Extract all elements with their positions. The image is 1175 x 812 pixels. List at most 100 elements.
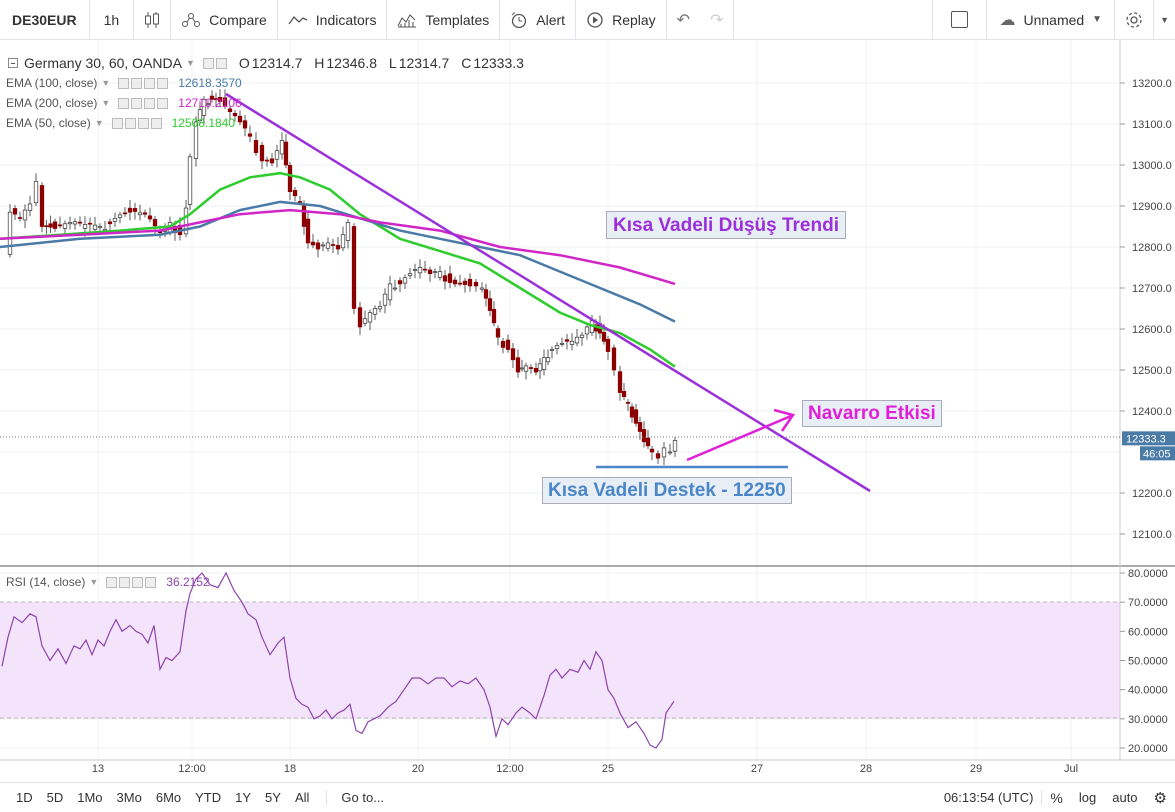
symbol-button[interactable]: DE30EUR [0, 0, 90, 40]
candle-body [407, 273, 413, 277]
candle-body [292, 190, 298, 197]
candle-body [625, 402, 631, 404]
templates-button[interactable]: Templates [387, 0, 501, 40]
candle-body [27, 203, 33, 211]
candle-body [310, 241, 316, 246]
range-5y[interactable]: 5Y [265, 790, 281, 805]
range-3mo[interactable]: 3Mo [116, 790, 142, 805]
fullscreen-button[interactable] [932, 0, 986, 40]
dropdown-icon[interactable]: ▼ [185, 58, 195, 68]
close-value: 12333.3 [473, 55, 524, 71]
chevron-down-icon[interactable]: ▼ [101, 78, 111, 88]
candle-body [387, 283, 393, 301]
navarro-annotation[interactable]: Navarro Etkisi [802, 400, 942, 427]
ema200-controls[interactable] [118, 97, 169, 109]
candle-body [637, 422, 643, 432]
candle-body [372, 308, 378, 315]
redo-button[interactable]: ↷ [700, 0, 735, 40]
ema50-label: EMA (50, close) [6, 116, 91, 130]
range-1mo[interactable]: 1Mo [77, 790, 103, 805]
candle-body [67, 222, 73, 225]
downtrend-annotation[interactable]: Kısa Vadeli Düşüş Trendi [606, 211, 846, 239]
candle-body [462, 280, 468, 285]
candle-body [22, 209, 28, 221]
chevron-down-icon[interactable]: ▼ [101, 98, 111, 108]
candle-body [213, 98, 219, 100]
compare-button[interactable]: Compare [171, 0, 278, 40]
interval-button[interactable]: 1h [90, 0, 135, 40]
ema50-line [0, 171, 676, 368]
range-6mo[interactable]: 6Mo [155, 790, 182, 805]
collapse-icon[interactable] [8, 58, 18, 68]
chevron-down-icon[interactable]: ▼ [89, 577, 99, 587]
ema200-label: EMA (200, close) [6, 96, 98, 110]
candle-body [633, 409, 639, 424]
settings-button[interactable] [1114, 0, 1153, 40]
chart-canvas[interactable]: 13200.0 13100.0 13000.0 12900.0 12800.0 12700… [0, 40, 1175, 782]
candle-body [412, 269, 418, 271]
candle-body [437, 271, 443, 278]
alarm-clock-icon [511, 11, 527, 28]
price-tick-label: 13200.0 [1132, 78, 1172, 90]
goto-button[interactable]: Go to... [326, 790, 384, 805]
candle-body [147, 215, 153, 220]
time-tick-label: 27 [751, 763, 763, 775]
rsi-controls[interactable] [106, 576, 157, 588]
candle-body [442, 275, 448, 282]
candle-body [605, 338, 611, 352]
more-button[interactable]: ▼ [1153, 0, 1175, 40]
support-annotation[interactable]: Kısa Vadeli Destek - 12250 [542, 477, 792, 504]
ema100-controls[interactable] [118, 77, 169, 89]
price-tick-label: 13000.0 [1132, 160, 1172, 172]
candle-body [617, 371, 623, 393]
indicators-button[interactable]: Indicators [278, 0, 388, 40]
candle-body [12, 208, 18, 215]
layout-button[interactable]: ☁ Unnamed ▼ [986, 0, 1114, 40]
candle-body [315, 242, 321, 250]
range-1d[interactable]: 1D [16, 790, 33, 805]
candle-body [197, 109, 203, 122]
alert-button[interactable]: Alert [500, 0, 577, 40]
rsi-tick-label: 60.0000 [1128, 626, 1168, 638]
range-5d[interactable]: 5D [46, 790, 64, 805]
candle-body [122, 212, 128, 215]
goto-label: Go to... [341, 790, 385, 805]
rsi-tick-label: 20.0000 [1128, 743, 1168, 755]
range-1y[interactable]: 1Y [235, 790, 252, 805]
candle-body [611, 347, 617, 371]
candle-body [279, 140, 285, 155]
range-ytd[interactable]: YTD [195, 790, 222, 805]
downtrend-line[interactable] [225, 92, 871, 493]
chart-type-button[interactable] [134, 0, 172, 40]
chart-area[interactable]: 13200.0 13100.0 13000.0 12900.0 12800.0 12700… [0, 40, 1175, 782]
candle-body [205, 103, 211, 105]
candle-body [537, 363, 543, 372]
rsi-label: RSI (14, close) [6, 575, 86, 589]
navarro-label: Navarro Etkisi [808, 403, 936, 424]
gear-icon [1126, 11, 1142, 28]
compare-label: Compare [209, 11, 267, 28]
auto-toggle[interactable]: auto [1112, 790, 1138, 805]
candle-body [645, 437, 651, 447]
legend-controls[interactable] [202, 57, 227, 69]
gear-icon[interactable]: ⚙ [1153, 789, 1167, 807]
price-tick-label: 12800.0 [1132, 242, 1172, 254]
log-toggle[interactable]: log [1078, 790, 1097, 805]
navarro-arrow[interactable] [686, 408, 796, 462]
price-tick-label: 12700.0 [1132, 283, 1172, 295]
candle-body [127, 207, 133, 213]
price-tick-label: 12400.0 [1132, 406, 1172, 418]
candle-body [77, 221, 83, 224]
range-all[interactable]: All [294, 790, 310, 805]
ema100-legend: EMA (100, close) ▼ 12618.3570 [6, 74, 242, 92]
undo-button[interactable]: ↶ [667, 0, 700, 40]
ema50-controls[interactable] [111, 117, 162, 129]
candle-body [222, 97, 228, 106]
rsi-tick-label: 80.0000 [1128, 568, 1168, 580]
candle-body [335, 245, 341, 250]
candle-body [382, 293, 388, 306]
chevron-down-icon[interactable]: ▼ [94, 118, 104, 128]
percent-toggle[interactable]: % [1050, 789, 1063, 806]
candle-body [523, 365, 529, 372]
replay-button[interactable]: Replay [576, 0, 667, 40]
